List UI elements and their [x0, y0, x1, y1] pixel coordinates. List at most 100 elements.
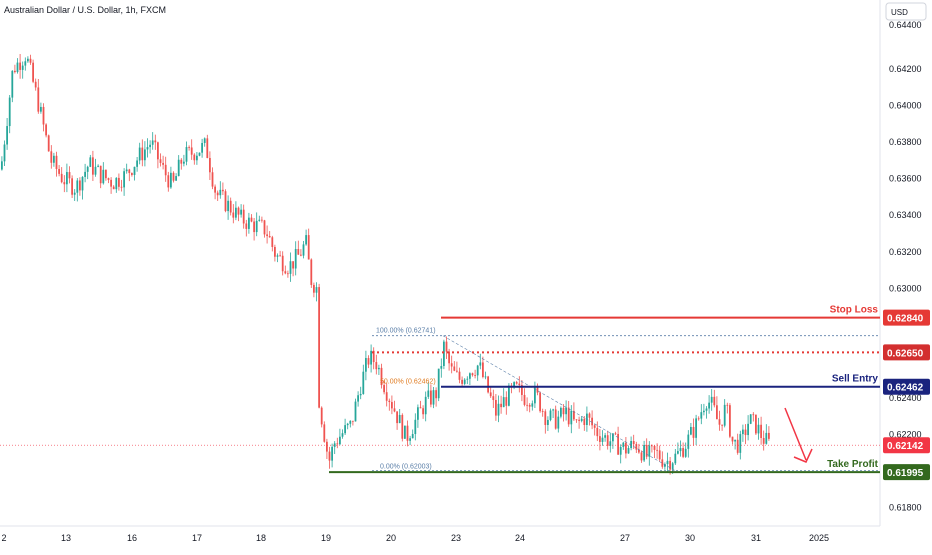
- take-profit-label: Take Profit: [827, 459, 879, 470]
- current-price-badge-label: 0.62142: [887, 441, 924, 452]
- candle-body: [11, 70, 14, 98]
- candle-body: [154, 140, 157, 143]
- candle-body: [697, 418, 700, 420]
- time-tick-label: 13: [61, 533, 71, 543]
- candle-body: [201, 142, 203, 153]
- candle-body: [513, 382, 515, 388]
- candle-body: [229, 200, 232, 213]
- candle-body: [710, 396, 713, 403]
- candle-body: [3, 144, 6, 162]
- candle-body: [81, 176, 84, 191]
- candle-body: [619, 446, 622, 455]
- candle-body: [84, 171, 86, 177]
- candle-body: [640, 452, 643, 461]
- candle-body: [224, 191, 227, 212]
- candle-body: [27, 58, 29, 62]
- candle-body: [604, 435, 606, 438]
- candle-body: [406, 425, 409, 441]
- price-tick-label: 0.61800: [889, 503, 922, 513]
- candle-body: [484, 376, 487, 378]
- time-tick-label: 23: [451, 533, 461, 543]
- candle-body: [635, 444, 638, 450]
- candle-body: [146, 147, 149, 150]
- candle-body: [128, 169, 131, 174]
- candle-body: [466, 378, 469, 380]
- candle-body: [718, 419, 721, 425]
- candle-body: [645, 444, 648, 457]
- entry-price-badge-label: 0.62650: [887, 348, 924, 359]
- candle-body: [60, 173, 63, 183]
- candle-body: [658, 450, 661, 460]
- candle-body: [591, 417, 593, 426]
- candle-body: [170, 172, 172, 188]
- candle-body: [653, 445, 656, 450]
- candle-body: [50, 151, 53, 163]
- candle-body: [250, 217, 253, 222]
- candle-body: [242, 209, 245, 224]
- candle-body: [534, 386, 536, 404]
- candle-body: [500, 403, 502, 408]
- candle-body: [133, 166, 136, 175]
- candle-body: [331, 446, 333, 461]
- candle-body: [284, 271, 287, 274]
- time-tick-label: 31: [751, 533, 761, 543]
- candle-body: [99, 165, 102, 184]
- candle-body: [380, 367, 383, 386]
- candle-body: [632, 441, 635, 445]
- candle-body: [729, 405, 731, 437]
- time-tick-label: 17: [192, 533, 202, 543]
- take-profit-price-badge-label: 0.61995: [887, 468, 924, 479]
- candle-body: [723, 404, 726, 426]
- time-tick-label: 30: [685, 533, 695, 543]
- time-tick-label: 16: [127, 533, 137, 543]
- stop-loss-price-badge: [883, 309, 930, 326]
- candle-body: [739, 434, 742, 453]
- candle-body: [120, 186, 123, 188]
- candle-body: [684, 448, 687, 457]
- candle-body: [695, 418, 697, 438]
- currency-label: USD: [891, 8, 908, 17]
- candle-body: [521, 385, 523, 395]
- candle-body: [489, 392, 492, 397]
- candle-body: [21, 65, 24, 70]
- candle-body: [409, 438, 411, 441]
- price-tick-label: 0.63600: [889, 174, 922, 184]
- candle-body: [721, 424, 723, 426]
- candle-body: [440, 366, 443, 369]
- currency-button[interactable]: USD: [885, 2, 927, 21]
- candle-body: [29, 58, 32, 63]
- candle-body: [341, 433, 344, 437]
- candle-body: [297, 249, 300, 255]
- candle-body: [237, 207, 240, 215]
- candle-body: [674, 453, 677, 464]
- candle-body: [463, 379, 466, 384]
- candle-body: [287, 273, 289, 275]
- candle-body: [216, 192, 219, 196]
- candle-body: [268, 236, 271, 238]
- candle-body: [526, 404, 528, 406]
- candle-body: [172, 172, 175, 181]
- candle-body: [180, 159, 183, 164]
- candle-body: [222, 189, 224, 192]
- candle-body: [666, 460, 669, 465]
- candle-body: [55, 155, 58, 170]
- candle-body: [105, 169, 107, 179]
- entry-price-badge: [883, 344, 930, 361]
- candle-body: [518, 383, 521, 386]
- candle-body: [333, 443, 336, 447]
- candle-body: [539, 392, 541, 412]
- candle-body: [151, 140, 154, 145]
- candle-body: [515, 382, 518, 384]
- candle-body: [487, 376, 489, 393]
- candle-body: [627, 448, 630, 454]
- candle-body: [313, 284, 315, 293]
- candle-body: [578, 419, 580, 421]
- candle-body: [638, 449, 640, 453]
- candle-body: [742, 429, 744, 435]
- down-arrow-head: [793, 448, 813, 463]
- candle-body: [713, 396, 716, 406]
- candle-body: [703, 410, 705, 413]
- candle-body: [258, 219, 261, 221]
